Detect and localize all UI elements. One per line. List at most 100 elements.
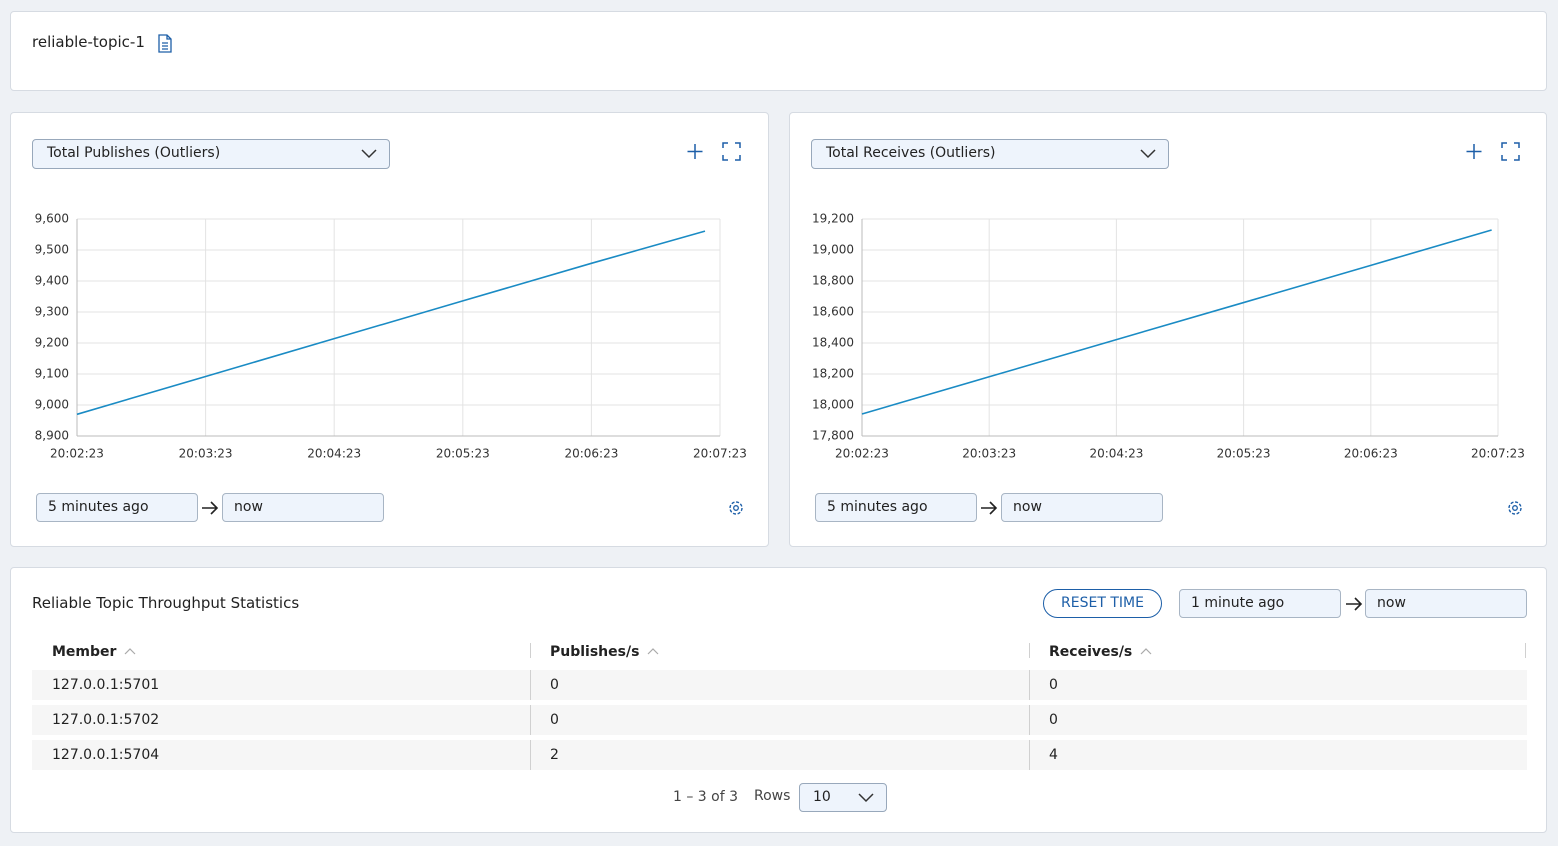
chevron (858, 793, 874, 803)
panel-icons (687, 142, 741, 161)
table-row: 127.0.0.1:5701 0 0 (32, 670, 1527, 700)
y-tick-label: 9,100 (35, 367, 69, 381)
pagination-summary: 1 – 3 of 3 (673, 789, 739, 805)
add-icon[interactable] (687, 144, 703, 159)
time-to[interactable]: now (222, 493, 384, 522)
table-cell: 2 (550, 747, 559, 763)
y-tick-label: 19,000 (812, 243, 854, 257)
table-cell: 0 (550, 677, 559, 693)
time-to[interactable]: now (1365, 589, 1527, 618)
table-cell: 127.0.0.1:5704 (52, 747, 160, 763)
table-cell: 127.0.0.1:5701 (52, 677, 160, 693)
metric-select[interactable]: Total Publishes (Outliers) (32, 139, 390, 169)
rows-select[interactable]: 10 (799, 783, 887, 812)
table-cell: 0 (1049, 677, 1058, 693)
column-sep (530, 705, 531, 735)
time-from[interactable]: 5 minutes ago (815, 493, 977, 522)
metric-select[interactable]: Total Receives (Outliers) (811, 139, 1169, 169)
panel-icons (1466, 142, 1520, 161)
y-tick-label: 18,200 (812, 367, 854, 381)
y-tick-label: 18,400 (812, 336, 854, 350)
sort-path (1140, 648, 1152, 655)
x-tick-label: 20:07:23 (1471, 447, 1525, 461)
arrow-path (981, 501, 998, 515)
x-tick-label: 20:03:23 (179, 447, 233, 461)
chevron (1140, 149, 1156, 159)
column-header[interactable]: Member (52, 642, 138, 662)
arrow (1346, 597, 1363, 611)
line-chart: 8,900 9,000 9,100 9,200 9,300 9,400 9,500 9,600… (35, 212, 747, 461)
time-to[interactable]: now (1001, 493, 1163, 522)
gear-hole (733, 505, 739, 511)
add-icon[interactable] (1466, 144, 1482, 159)
column-sep (1029, 740, 1030, 770)
y-tick-label: 9,600 (35, 212, 69, 226)
column-title: Receives/s (1049, 644, 1133, 660)
doc-icon[interactable] (157, 34, 173, 53)
y-tick-label: 18,000 (812, 398, 854, 412)
sort-icon (125, 648, 136, 655)
line-chart: 17,800 18,000 18,200 18,400 18,600 18,800 19,0… (812, 212, 1525, 461)
column-header[interactable]: Publishes/s (550, 642, 661, 662)
y-tick-label: 18,600 (812, 305, 854, 319)
column-sep (530, 740, 531, 770)
x-tick-label: 20:02:23 (50, 447, 104, 461)
x-tick-label: 20:04:23 (307, 447, 361, 461)
data-line (76, 230, 706, 416)
chevron (361, 149, 377, 159)
data-line (861, 229, 1492, 415)
gear-ring (729, 501, 743, 515)
fullscreen-icon[interactable] (722, 142, 741, 161)
gear-hole (1512, 505, 1518, 511)
chart-panel: Total Receives (Outliers) 17,800 18,000 18,… (789, 112, 1547, 547)
x-tick-label: 20:04:23 (1089, 447, 1143, 461)
table-cell: 127.0.0.1:5702 (52, 712, 160, 728)
x-tick-label: 20:06:23 (564, 447, 618, 461)
y-tick-label: 17,800 (812, 429, 854, 443)
column-sep (1029, 643, 1030, 658)
rows-value: 10 (813, 789, 831, 805)
x-tick-label: 20:05:23 (436, 447, 490, 461)
y-tick-label: 9,500 (35, 243, 69, 257)
y-tick-label: 19,200 (812, 212, 854, 226)
table-cell: 0 (550, 712, 559, 728)
y-tick-label: 18,800 (812, 274, 854, 288)
y-tick-label: 9,200 (35, 336, 69, 350)
column-sep (1029, 705, 1030, 735)
arrow (202, 501, 219, 515)
chevron-path (1140, 149, 1156, 159)
y-tick-label: 9,000 (35, 398, 69, 412)
table-title: Reliable Topic Throughput Statistics (32, 594, 300, 612)
reset-button[interactable]: RESET TIME (1043, 589, 1162, 618)
sort-icon (1140, 648, 1152, 655)
column-header[interactable]: Receives/s (1049, 642, 1154, 662)
table-cell: 4 (1049, 747, 1058, 763)
time-from[interactable]: 5 minutes ago (36, 493, 198, 522)
metric-title: Total Receives (Outliers) (826, 145, 996, 161)
gear-ring (1508, 501, 1522, 515)
column-sep (530, 643, 531, 658)
metric-title: Total Publishes (Outliers) (47, 145, 221, 161)
settings-icon[interactable] (1506, 499, 1524, 517)
column-sep (1525, 643, 1526, 658)
x-tick-label: 20:06:23 (1344, 447, 1398, 461)
table-row: 127.0.0.1:5702 0 0 (32, 705, 1527, 735)
fullscreen-icon[interactable] (1501, 142, 1520, 161)
table-row: 127.0.0.1:5704 2 4 (32, 740, 1527, 770)
column-title: Publishes/s (550, 644, 640, 660)
column-sep (1029, 670, 1030, 700)
x-tick-label: 20:03:23 (962, 447, 1016, 461)
sort-path (647, 648, 659, 655)
topic-title: reliable-topic-1 (32, 33, 145, 51)
chevron-path (361, 149, 377, 159)
y-tick-label: 9,400 (35, 274, 69, 288)
time-from[interactable]: 1 minute ago (1179, 589, 1341, 618)
chart-panel: Total Publishes (Outliers) 8,900 9,000 9,10… (10, 112, 769, 547)
settings-icon[interactable] (727, 499, 745, 517)
table-panel: Reliable Topic Throughput Statistics RES… (10, 567, 1547, 833)
sort-icon (647, 648, 659, 655)
x-tick-label: 20:02:23 (835, 447, 889, 461)
y-tick-label: 9,300 (35, 305, 69, 319)
arrow (981, 501, 998, 515)
